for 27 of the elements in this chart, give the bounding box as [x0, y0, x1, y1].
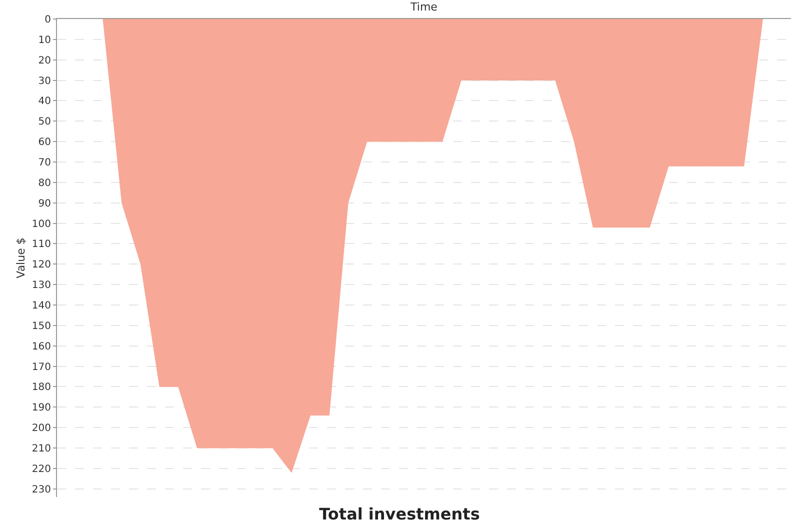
y-tick-label: 190: [32, 402, 51, 414]
y-tick-label: 60: [38, 137, 51, 148]
y-tick-label: 210: [32, 443, 51, 454]
y-tick-label: 20: [38, 55, 51, 66]
y-tick-label: 30: [38, 76, 51, 87]
y-tick-label: 120: [32, 260, 51, 271]
y-tick-label: 200: [32, 423, 51, 434]
y-tick-label: 10: [38, 34, 51, 46]
y-tick-label: 50: [38, 116, 51, 128]
y-tick-label: 100: [32, 218, 51, 230]
x-axis-title: Time: [410, 0, 438, 14]
y-tick-label: 110: [32, 239, 51, 250]
y-tick-label: 70: [38, 157, 51, 168]
y-tick-label: 140: [32, 300, 51, 312]
y-axis-title: Value $: [14, 238, 28, 278]
text: Total investments: [319, 504, 480, 524]
y-tick-label: 150: [32, 320, 51, 332]
y-tick-label: 90: [38, 198, 51, 210]
y-tick-label: 160: [32, 341, 51, 352]
y-tick-label: 230: [32, 484, 51, 496]
y-tick-label: 0: [44, 14, 51, 26]
y-tick-label: 170: [32, 362, 51, 373]
y-tick-label: 130: [32, 280, 51, 292]
y-tick-label: 220: [32, 464, 51, 475]
y-tick-label: 180: [32, 382, 51, 394]
y-tick-label: 40: [38, 96, 51, 108]
y-tick-label: 80: [38, 178, 51, 189]
